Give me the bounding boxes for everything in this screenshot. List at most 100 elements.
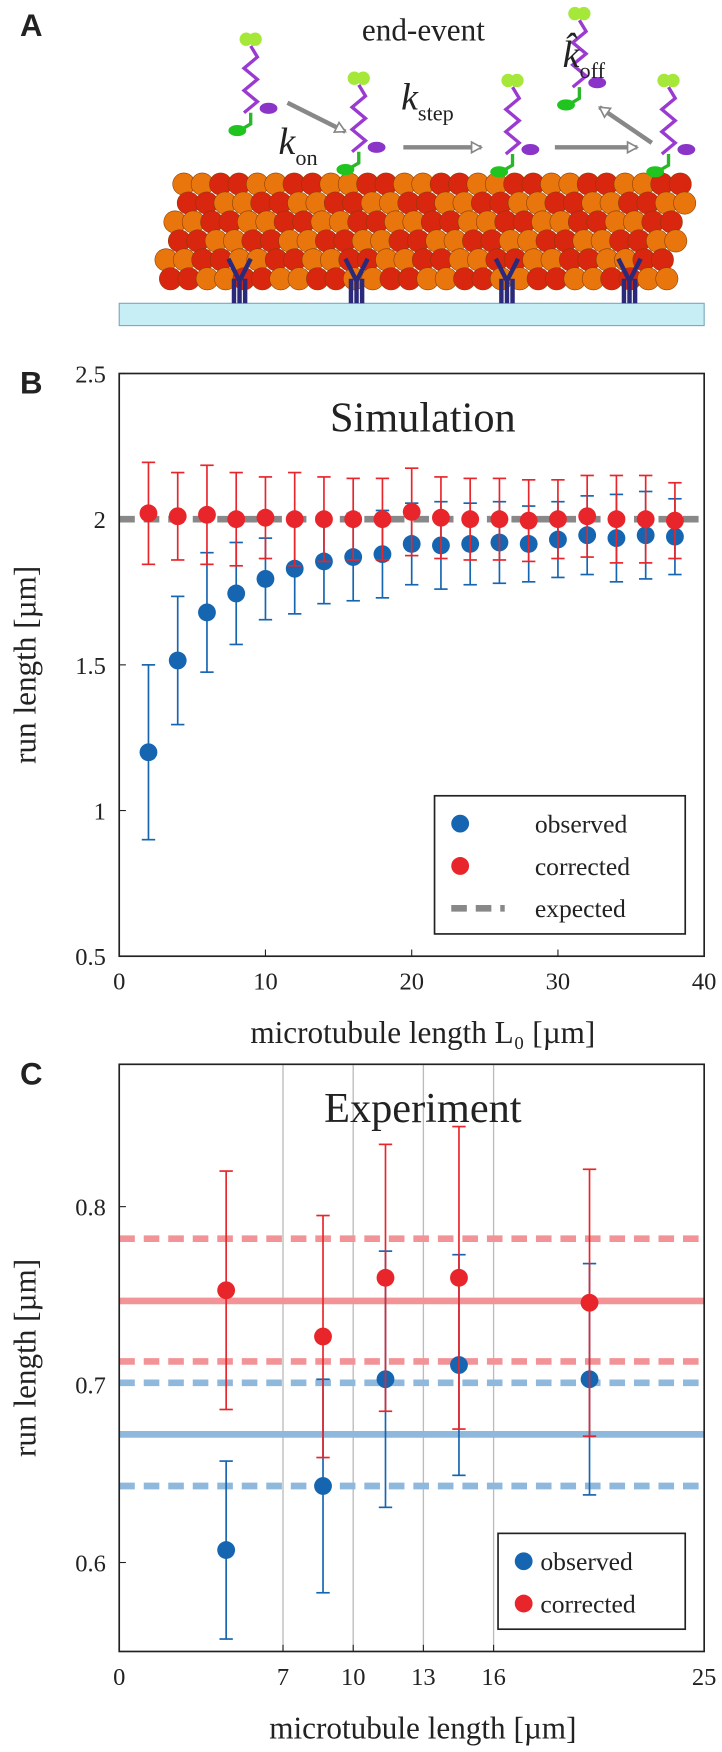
motor-stalk (503, 86, 522, 156)
y-tick-label: 1.5 (75, 653, 106, 680)
rate-subscript: step (418, 101, 454, 126)
y-tick-label: 1 (94, 798, 106, 825)
glass-slide (118, 302, 705, 327)
motor-foot (490, 166, 509, 178)
point (519, 511, 538, 530)
motor-stalk (349, 84, 369, 154)
legend-label: observed (535, 810, 628, 839)
microtubule (154, 172, 697, 291)
motor-tail (588, 77, 607, 89)
x-tick-label: 0 (113, 969, 125, 996)
point (314, 1327, 332, 1346)
point (402, 502, 421, 521)
plot-frame (118, 372, 706, 958)
caption: end-event (362, 12, 485, 47)
legend-marker (514, 1552, 533, 1571)
legend-marker (514, 1594, 533, 1613)
rate-label: kon (279, 121, 318, 170)
point (168, 507, 187, 526)
motor-head (577, 6, 591, 21)
rate-subscript: off (579, 58, 605, 83)
tubulin (655, 267, 679, 291)
point (198, 603, 216, 622)
point (285, 559, 304, 578)
point (314, 1477, 332, 1495)
point (139, 504, 158, 523)
motor-foot (336, 164, 355, 176)
legend-box (497, 1532, 687, 1631)
point (580, 1293, 599, 1312)
point (666, 511, 684, 530)
motor-head (510, 73, 524, 88)
motor-tail (521, 143, 540, 156)
rate-symbol: k (401, 76, 419, 118)
arrow (286, 100, 347, 134)
rate-symbol: k (279, 121, 297, 163)
x-axis-label: microtubule length [µm] (269, 1710, 576, 1745)
x-tick-label: 13 (411, 1664, 436, 1691)
x-tick-label: 20 (399, 969, 424, 996)
x-axis-label: microtubule length L₀ [µm] (250, 1015, 595, 1050)
legend-label: observed (540, 1547, 633, 1576)
y-axis-label: run length [µm] (8, 566, 43, 764)
motor-head (666, 73, 680, 88)
point (344, 510, 363, 529)
y-tick-label: 2.5 (75, 361, 106, 388)
legend-label: corrected (540, 1589, 635, 1618)
point (607, 510, 626, 529)
point (636, 510, 655, 529)
legend-label: expected (535, 894, 626, 923)
motor-stalk (659, 86, 678, 156)
point (139, 743, 158, 762)
legend-label: corrected (535, 852, 630, 881)
point (578, 507, 597, 526)
tubulin (668, 172, 692, 196)
x-tick-label: 30 (546, 969, 571, 996)
arrow-head (470, 140, 484, 155)
point (256, 508, 275, 527)
point (198, 505, 216, 524)
panel-label: C (20, 1056, 43, 1091)
motor-tail (367, 141, 386, 153)
x-tick-label: 10 (341, 1664, 366, 1691)
arrow-head (597, 106, 613, 119)
point (217, 1281, 236, 1300)
y-axis-label: run length [µm] (8, 1259, 43, 1457)
motor-stalk (570, 19, 589, 89)
rate-label: k̂off (563, 33, 606, 84)
point (285, 510, 304, 529)
rate-symbol: k̂ (563, 33, 581, 76)
panel-label: B (20, 366, 43, 401)
antibody (616, 257, 643, 304)
rate-label: kstep (401, 76, 454, 125)
y-tick-label: 0.5 (75, 944, 106, 971)
point (450, 1268, 468, 1287)
panel-label: A (20, 8, 43, 43)
motor-foot (557, 99, 575, 111)
point (227, 510, 246, 529)
plot-frame (118, 1063, 706, 1653)
legend-marker (451, 814, 470, 833)
motor-foot (228, 125, 247, 137)
antibody (343, 257, 370, 304)
point (432, 508, 450, 527)
motors (228, 6, 696, 178)
x-tick-label: 25 (692, 1664, 716, 1691)
point (217, 1541, 236, 1559)
point (227, 584, 246, 603)
motor-tail (677, 143, 696, 156)
point (315, 510, 333, 529)
chart-title: Experiment (324, 1085, 522, 1132)
x-tick-label: 7 (277, 1664, 289, 1691)
point (461, 510, 480, 529)
motor-foot (646, 166, 665, 178)
tubulin (650, 248, 674, 272)
point (490, 510, 509, 529)
arrow-head (332, 120, 347, 134)
point (373, 510, 392, 529)
y-tick-label: 0.7 (75, 1372, 106, 1399)
x-tick-label: 10 (253, 969, 277, 996)
y-tick-label: 0.8 (75, 1195, 106, 1222)
point (549, 510, 567, 529)
motor-stalk (241, 45, 260, 115)
